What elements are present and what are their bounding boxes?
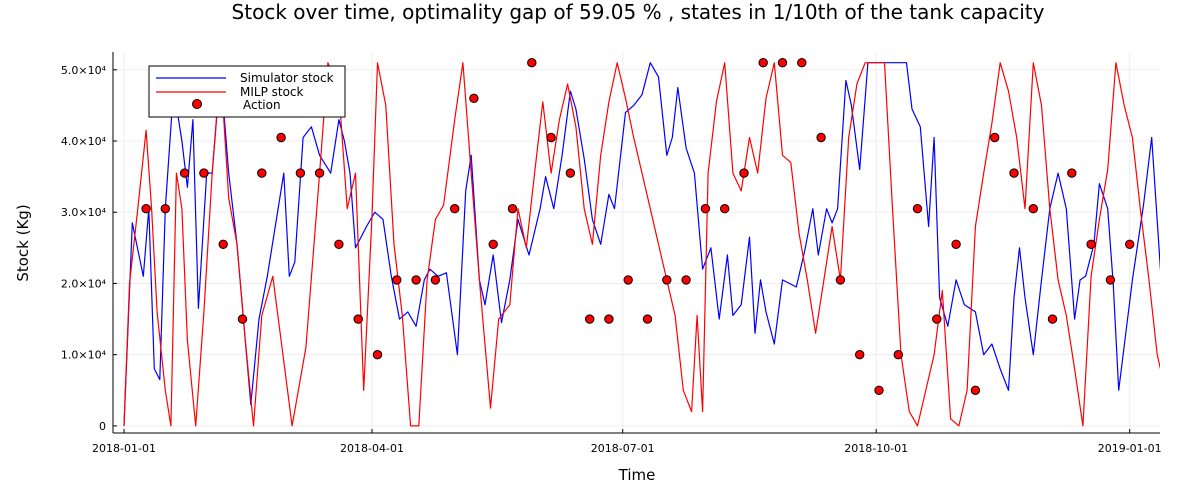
x-tick-label: 2018-04-01 [340,442,404,455]
y-tick-label: 2.0×10⁴ [61,277,107,290]
action-point [951,239,961,250]
action-point [141,204,151,214]
action-point [527,58,537,68]
action-point [276,132,286,143]
series-line-milp-stock [123,62,1160,427]
action-point [604,314,614,324]
action-point [450,204,460,214]
series-line-simulator-stock [123,62,1160,426]
action-point [1105,275,1116,285]
y-axis-ticks: 0 1.0×10⁴ 2.0×10⁴ 3.0×10⁴ 4.0×10⁴ 5.0×10⁴ [61,64,117,433]
action-point [160,204,171,214]
action-point [720,204,730,214]
action-point [1028,204,1039,214]
action-point [855,350,865,360]
x-axis-label: Time [618,466,656,484]
action-point [585,314,595,324]
x-tick-label: 2018-01-01 [92,442,156,455]
action-point [411,275,421,285]
action-point [430,275,441,285]
action-point [912,204,923,214]
legend: Simulator stock MILP stock Action [148,65,346,118]
action-point [893,350,903,360]
action-point [546,132,556,143]
action-point [1047,314,1058,324]
action-point [295,168,306,178]
action-point [797,58,807,68]
action-point [662,275,672,285]
chart-title: Stock over time, optimality gap of 59.05… [232,0,1045,24]
action-point [1125,239,1135,250]
action-point [874,385,884,395]
action-point [990,132,1000,143]
action-point [314,168,325,178]
action-point [681,275,691,285]
action-point [777,58,788,68]
action-point [739,168,749,178]
action-point [816,132,826,143]
legend-label-milp-stock: MILP stock [240,85,304,99]
action-point [758,58,768,68]
legend-label-action: Action [243,98,281,112]
action-point [372,350,383,360]
x-axis-ticks: 2018-01-01 2018-04-01 2018-07-01 2018-10-01… [92,429,1162,455]
action-point [469,93,479,104]
action-point [623,275,633,285]
action-point [1009,168,1019,178]
action-point [565,168,576,178]
action-point [334,239,344,250]
action-point [970,385,981,395]
action-point [1067,168,1077,178]
action-point [257,168,267,178]
action-point [237,314,248,324]
y-tick-label: 3.0×10⁴ [61,206,107,219]
y-axis-label: Stock (Kg) [14,204,32,281]
action-point [700,204,711,214]
action-point [835,275,846,285]
action-point [199,168,209,178]
action-point [1086,239,1096,250]
action-point [488,239,498,250]
series-layer [123,58,1160,427]
action-point [642,314,653,324]
x-tick-label: 2018-07-01 [591,442,655,455]
action-point [353,314,363,324]
y-tick-label: 1.0×10⁴ [61,349,107,362]
x-tick-label: 2019-01-01 [1098,442,1162,455]
legend-swatch-action [192,99,202,109]
action-point [392,275,402,285]
action-point [507,204,518,214]
action-point [218,239,228,250]
y-tick-label: 4.0×10⁴ [61,135,107,148]
action-point [932,314,942,324]
x-tick-label: 2018-10-01 [844,442,908,455]
y-tick-label: 0 [99,420,106,433]
action-point [179,168,190,178]
legend-label-simulator-stock: Simulator stock [240,71,334,85]
y-tick-label: 5.0×10⁴ [61,64,107,77]
